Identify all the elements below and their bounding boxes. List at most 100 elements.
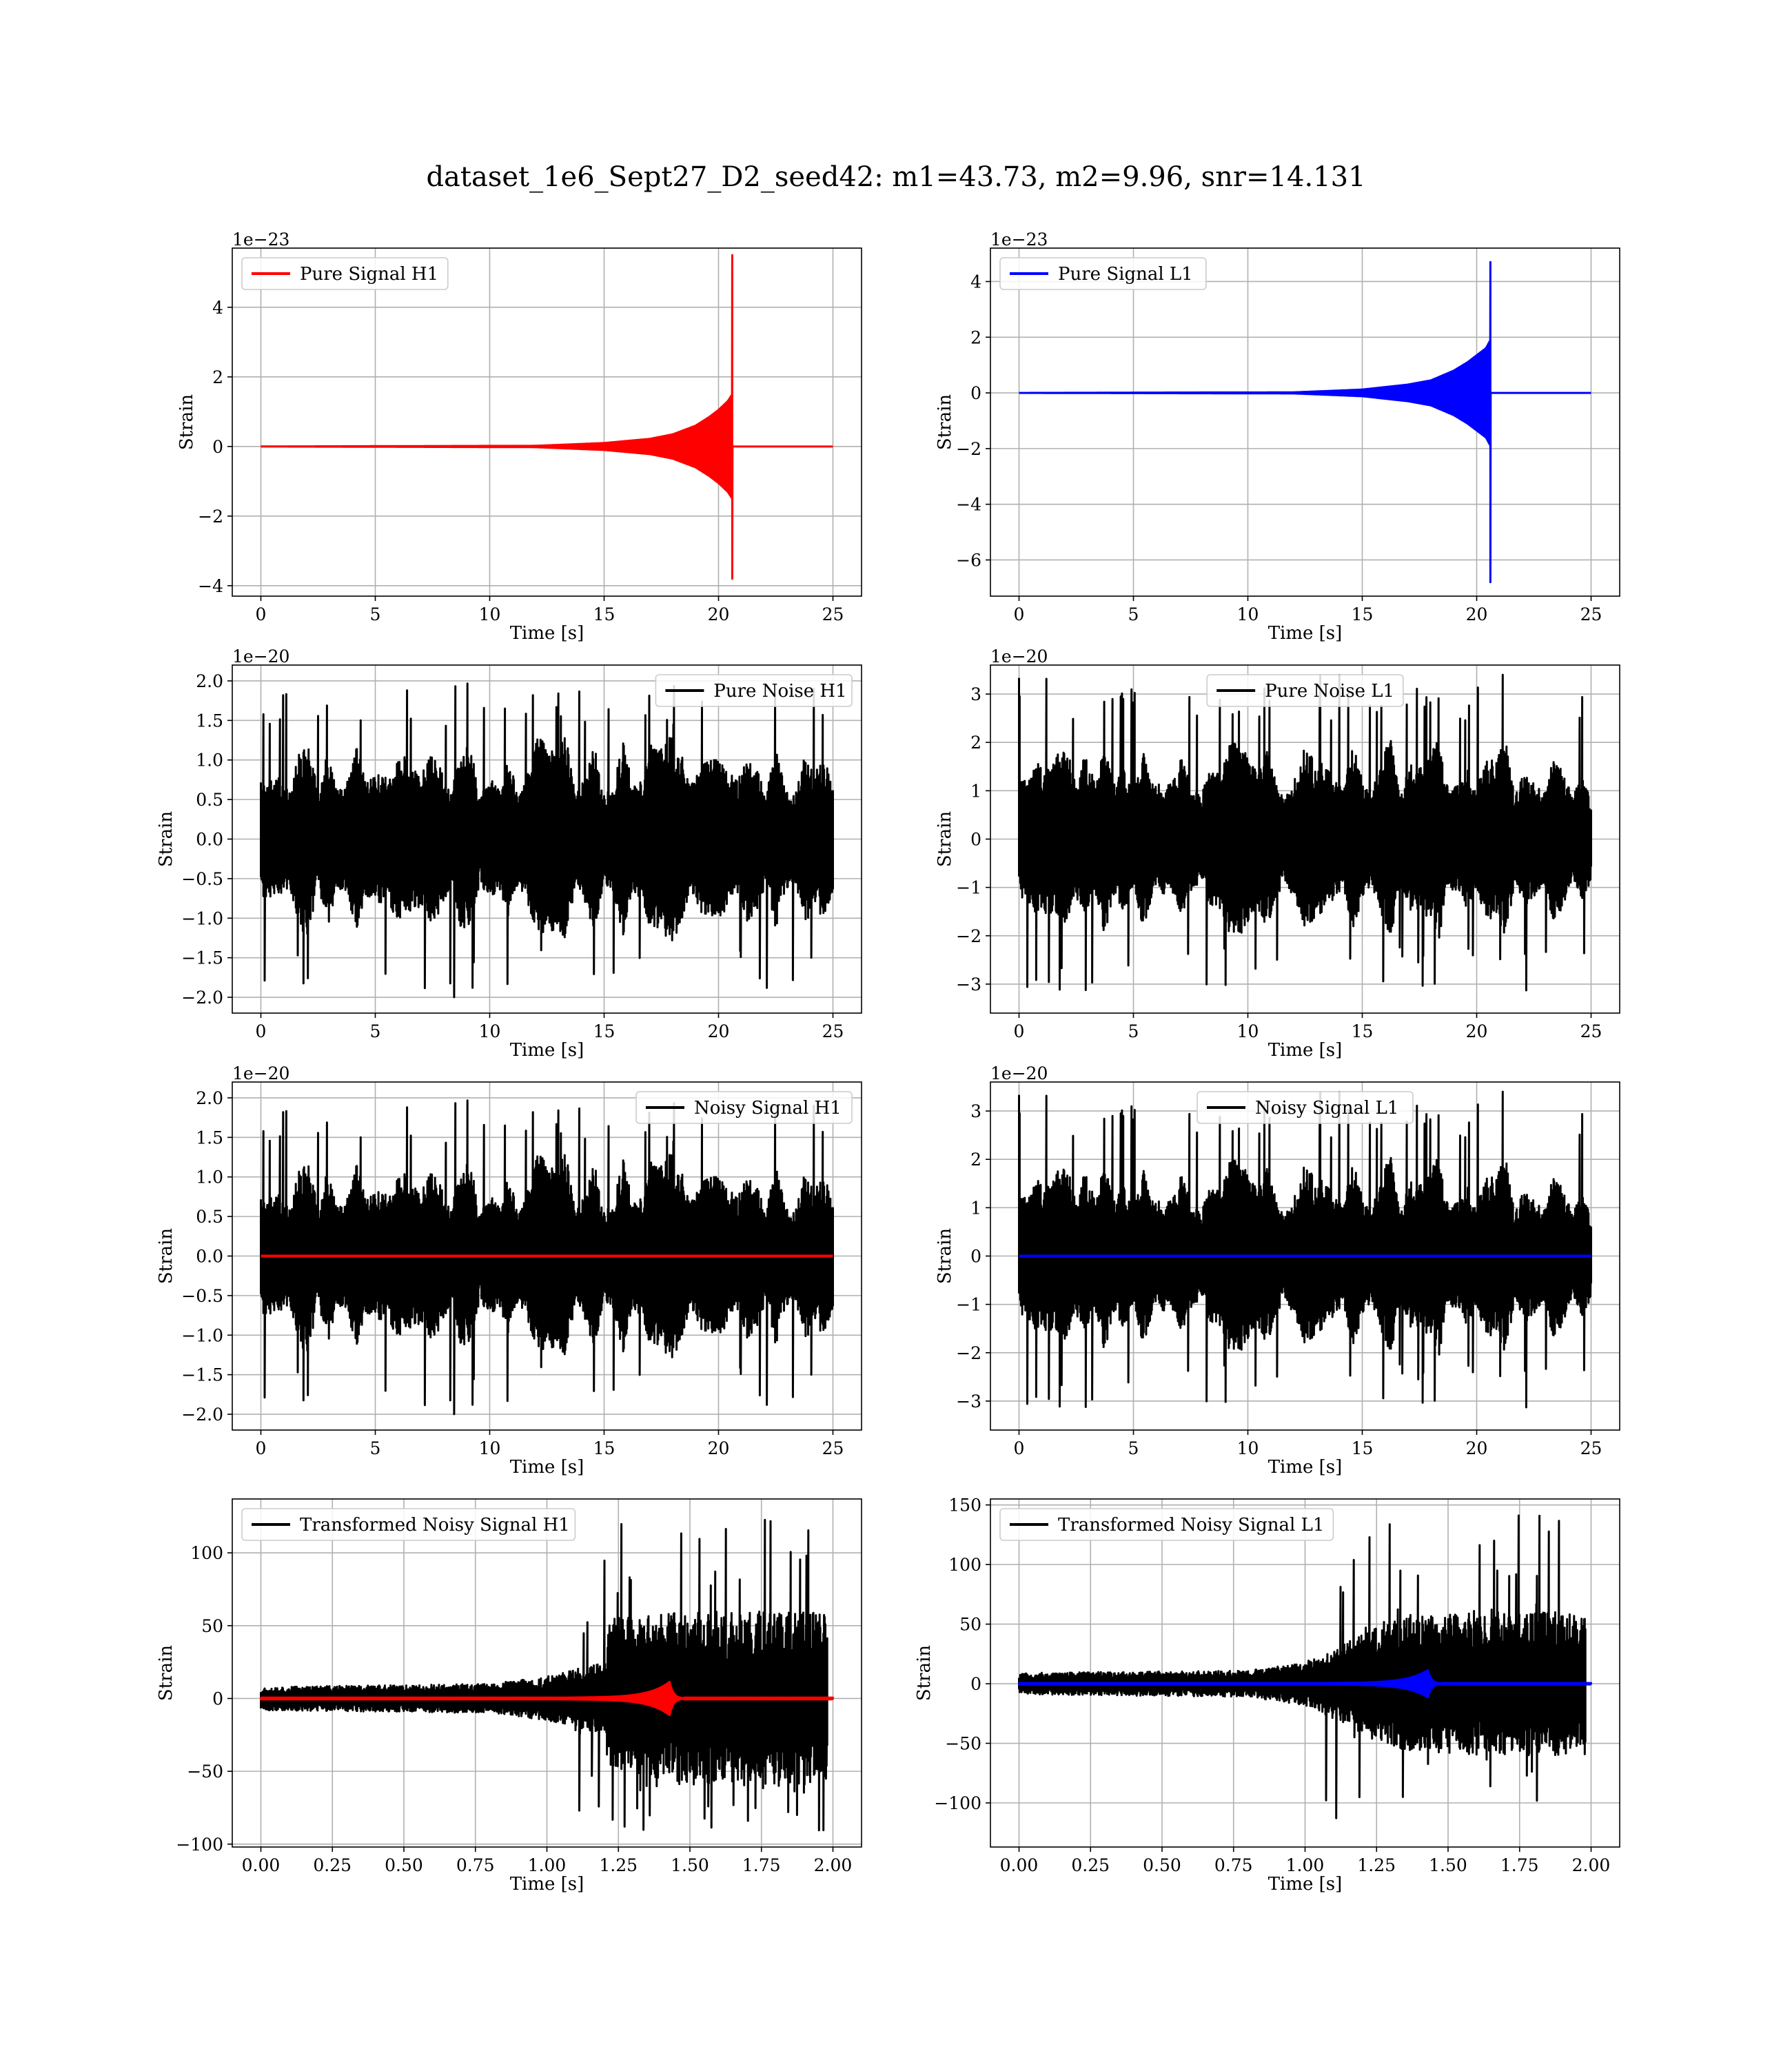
x-tick-label: 5 [1128,1021,1139,1041]
x-tick-label: 10 [1237,604,1259,624]
x-tick-label: 10 [1237,1021,1259,1041]
y-tick-label: −50 [187,1762,223,1782]
y-offset-text: 1e−20 [232,1063,289,1083]
y-tick-label: −1 [956,878,981,898]
legend-entry: Pure Signal H1 [300,264,438,285]
series-group [260,1518,834,1832]
y-tick-label: 3 [970,684,981,704]
y-tick-label: −100 [934,1793,981,1813]
y-tick-label: −4 [198,576,223,596]
y-tick-label: 2 [970,1150,981,1170]
y-tick-label: −2 [198,507,223,527]
x-tick-label: 1.75 [742,1855,781,1875]
x-tick-label: 0.00 [1000,1855,1039,1875]
x-axis-label: Time [s] [1268,1874,1343,1895]
x-tick-label: 25 [822,1021,844,1041]
x-tick-label: 0.75 [1214,1855,1253,1875]
legend-entry: Pure Signal L1 [1058,264,1193,285]
y-tick-label: 0.0 [196,830,223,850]
legend-frame [655,674,853,707]
figure-suptitle: dataset_1e6_Sept27_D2_seed42: m1=43.73, … [426,161,1365,193]
x-tick-label: 10 [479,604,501,624]
x-tick-label: 0.50 [1143,1855,1181,1875]
x-tick-label: 0 [256,1021,267,1041]
legend-entry: Noisy Signal H1 [694,1098,842,1119]
x-tick-label: 15 [1352,604,1374,624]
y-tick-label: −2 [956,926,981,946]
y-offset-text: 1e−20 [990,646,1048,666]
y-tick-label: 2.0 [196,671,223,691]
y-offset-text: 1e−20 [990,1063,1048,1083]
x-axis-label: Time [s] [510,1040,584,1061]
x-tick-label: 0 [256,1438,267,1458]
x-tick-label: 1.25 [599,1855,638,1875]
x-tick-label: 20 [1466,604,1488,624]
legend-frame [635,1091,853,1124]
x-tick-label: 5 [1128,604,1139,624]
x-tick-label: 0.00 [242,1855,281,1875]
legend: Noisy Signal H1 [635,1091,853,1124]
x-tick-label: 5 [370,1438,381,1458]
subplot-noisy-signal-l1: 0 5 10 15 20 25 −3 −2 −1 0 1 2 3 Time [s] Strain 1e−20 N… [935,1063,1620,1478]
series-line-pure-noise-l1 [1018,673,1592,992]
x-axis-label: Time [s] [510,1874,584,1895]
y-tick-label: 50 [201,1616,223,1636]
x-tick-label: 5 [370,604,381,624]
y-tick-label: 4 [212,298,223,318]
x-tick-label: 25 [1580,604,1602,624]
x-tick-label: 20 [708,1438,730,1458]
series-group [1018,673,1592,992]
y-tick-label: −2 [956,1343,981,1363]
legend-entry: Noisy Signal L1 [1255,1098,1398,1119]
y-tick-label: −1.0 [181,908,223,928]
y-tick-label: 1.0 [196,1167,223,1187]
x-tick-label: 0.75 [456,1855,495,1875]
legend-frame [999,1508,1334,1541]
x-tick-label: 15 [593,1438,615,1458]
subplot-transformed-noisy-signal-l1: 0.00 0.25 0.50 0.75 1.00 1.25 1.50 1.75 2.00 −100… [914,1496,1620,1895]
x-axis-label: Time [s] [1268,1040,1343,1061]
x-tick-label: 15 [1352,1438,1374,1458]
x-axis-label: Time [s] [1268,623,1343,644]
x-tick-label: 20 [708,604,730,624]
y-tick-label: −1.5 [181,948,223,968]
x-tick-label: 2.00 [1572,1855,1611,1875]
subplot-noisy-signal-h1: 0 5 10 15 20 25 −2.0 −1.5 −1.0 −0.5 0.0 0.5 1.0 1.5 2.… [156,1063,862,1478]
x-axis-label: Time [s] [510,1457,584,1478]
legend: Pure Signal L1 [999,257,1207,290]
y-axis-label: Strain [156,1645,176,1702]
x-tick-label: 0 [1014,1438,1025,1458]
y-axis-label: Strain [176,394,197,451]
x-tick-label: 25 [822,1438,844,1458]
y-offset-text: 1e−23 [990,229,1048,249]
axes-frame [990,247,1620,597]
legend-frame [999,257,1207,290]
legend-frame [1197,1091,1414,1124]
series-group [260,254,834,580]
y-tick-label: −0.5 [181,869,223,889]
subplot-transformed-noisy-signal-h1: 0.00 0.25 0.50 0.75 1.00 1.25 1.50 1.75 2.00 −100… [156,1498,862,1895]
y-tick-label: −1.0 [181,1325,223,1345]
y-tick-label: 100 [948,1555,981,1575]
legend-entry: Pure Noise H1 [713,681,846,702]
grid-lines [990,248,1620,596]
x-tick-label: 20 [1466,1021,1488,1041]
y-tick-label: 1.5 [196,711,223,731]
series-line-noisy-signal-l1 [1018,1090,1592,1409]
x-tick-label: 1.75 [1500,1855,1539,1875]
x-axis-label: Time [s] [1268,1457,1343,1478]
y-tick-label: −100 [176,1835,223,1855]
x-tick-label: 5 [370,1021,381,1041]
axes-frame [232,247,862,597]
y-tick-label: 1 [970,1198,981,1218]
x-tick-label: 0 [1014,604,1025,624]
x-tick-label: 0.25 [313,1855,352,1875]
x-tick-label: 1.25 [1357,1855,1396,1875]
series-group [260,1099,834,1416]
y-axis-label: Strain [935,394,955,451]
x-tick-label: 25 [1580,1438,1602,1458]
y-tick-label: −4 [956,495,981,515]
y-tick-label: 0 [212,437,223,457]
x-tick-label: 25 [1580,1021,1602,1041]
y-tick-label: 2.0 [196,1088,223,1108]
